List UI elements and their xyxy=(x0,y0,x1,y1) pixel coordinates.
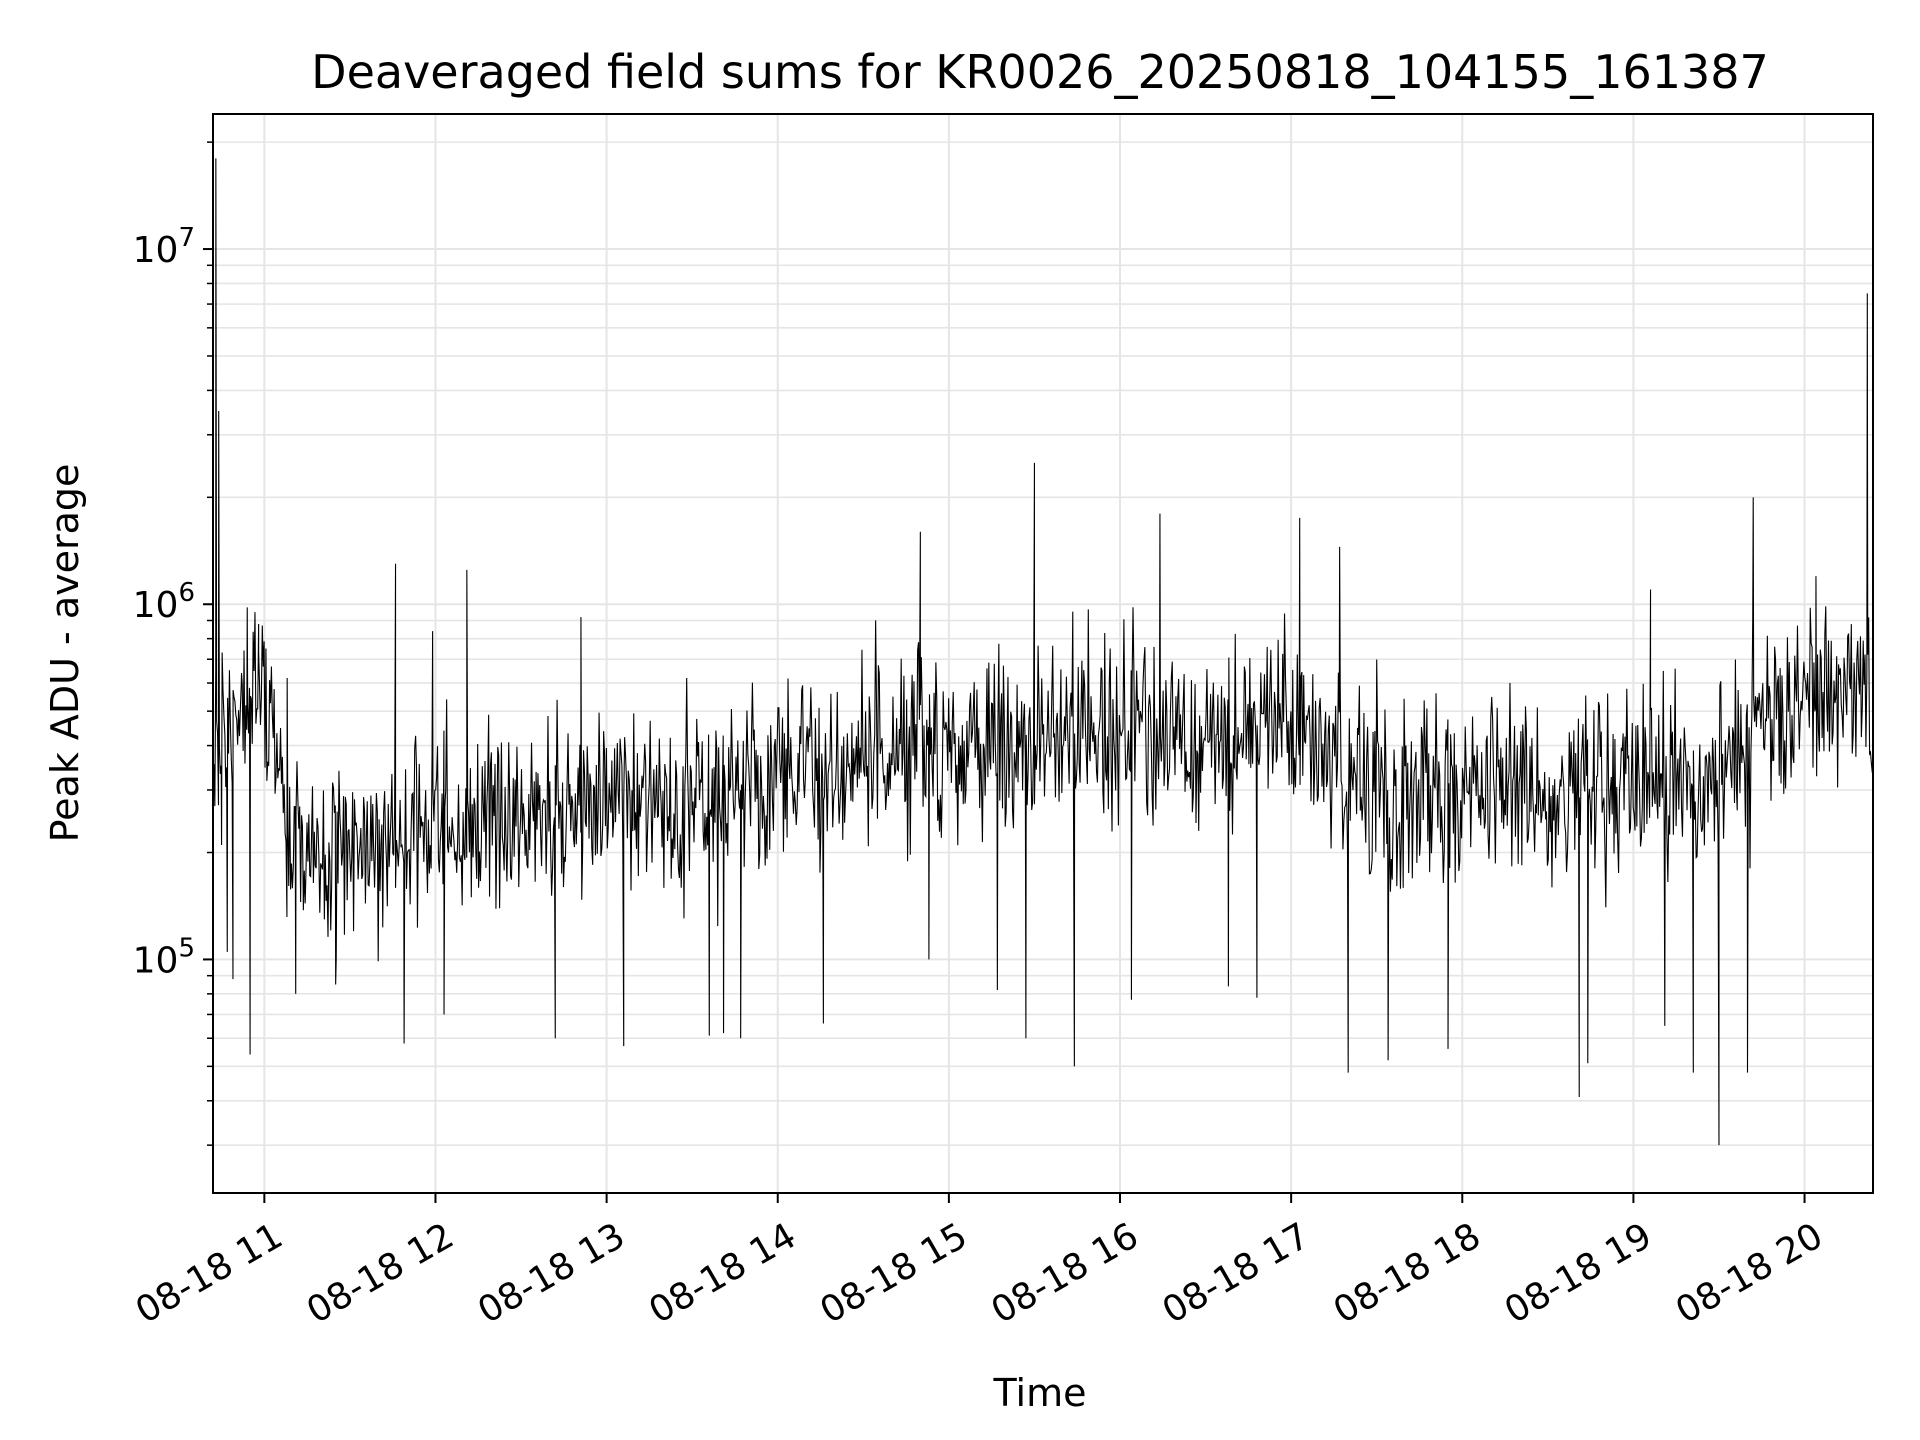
x-tick-label: 08-18 19 xyxy=(1498,1215,1659,1331)
x-axis-ticks: 08-18 11 08-18 12 08-18 13 08-18 14 08-18 15… xyxy=(129,1193,1830,1332)
x-axis-label: Time xyxy=(993,1371,1087,1415)
x-tick-label: 08-18 20 xyxy=(1669,1215,1830,1331)
plot-frame xyxy=(212,113,1874,1194)
grid-layer xyxy=(213,114,1873,1193)
data-layer xyxy=(212,158,1874,1146)
y-axis-ticks: 105 106 107 xyxy=(133,141,213,1146)
x-tick-label: 08-18 17 xyxy=(1156,1215,1317,1331)
x-tick-label: 08-18 12 xyxy=(300,1215,461,1331)
chart-title: Deaveraged field sums for KR0026_2025081… xyxy=(311,45,1769,99)
x-tick-label: 08-18 14 xyxy=(642,1215,803,1331)
x-tick-label: 08-18 11 xyxy=(129,1215,290,1331)
series-line xyxy=(212,158,1874,1146)
y-tick-label: 106 xyxy=(133,578,195,626)
x-tick-label: 08-18 18 xyxy=(1327,1215,1488,1331)
x-tick-label: 08-18 15 xyxy=(813,1215,974,1331)
x-tick-label: 08-18 13 xyxy=(471,1215,632,1331)
x-tick-label: 08-18 16 xyxy=(985,1215,1146,1331)
y-axis-label: Peak ADU - average xyxy=(43,464,87,843)
y-tick-label: 107 xyxy=(133,223,195,271)
y-tick-label: 105 xyxy=(133,933,195,981)
